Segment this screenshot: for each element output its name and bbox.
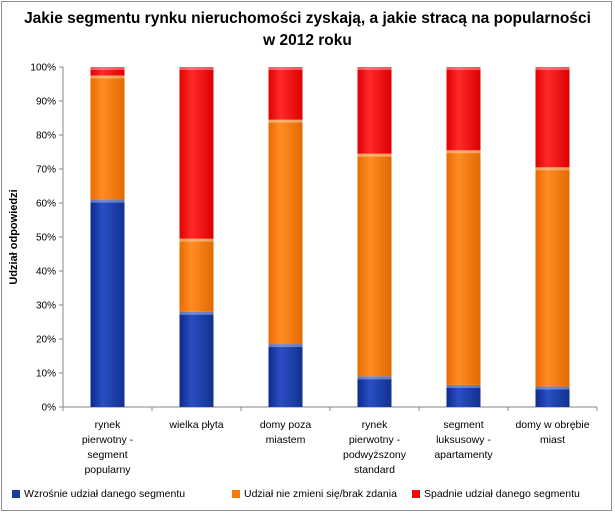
- bar-segment: [357, 376, 392, 407]
- y-tick-labels: 0% 10% 20% 30% 40% 50% 60% 70% 80% 90% 100%: [30, 63, 56, 414]
- bars: [90, 67, 570, 407]
- x-tick-labels: rynek pierwotny - segment popularny wielka p…: [82, 419, 590, 476]
- bar-segment-highlight: [179, 67, 214, 70]
- y-tick-label: 80%: [36, 131, 56, 142]
- x-tick-label: standard: [354, 464, 395, 476]
- bar-segment-highlight: [179, 238, 214, 242]
- bar-segment: [535, 167, 570, 387]
- x-tick-label: podwyższony: [343, 449, 407, 461]
- bar-segment-highlight: [535, 167, 570, 171]
- legend: Wzrośnie udział danego segmentu Udział ni…: [12, 488, 607, 504]
- x-tick-label: miast: [540, 434, 565, 446]
- y-tick-label: 0%: [42, 403, 57, 414]
- chart-title-line-2: w 2012 roku: [263, 32, 352, 49]
- bar-segment: [179, 238, 214, 312]
- x-tick-label: luksusowy -: [436, 434, 491, 446]
- legend-item: Spadnie udział danego segmentu: [412, 488, 580, 500]
- y-tick-label: 100%: [30, 63, 56, 74]
- chart-title: Jakie segmentu rynku nieruchomości zyska…: [0, 8, 615, 52]
- axes: [59, 66, 598, 411]
- x-tick-label: pierwotny -: [82, 434, 134, 446]
- legend-swatch: [412, 490, 420, 498]
- x-tick-label: domy poza: [260, 419, 312, 431]
- legend-swatch: [232, 490, 240, 498]
- y-tick-label: 90%: [36, 97, 56, 108]
- bar-segment: [357, 153, 392, 377]
- bar-segment: [268, 344, 303, 407]
- bar-segment: [179, 311, 214, 407]
- bar-segment: [446, 150, 481, 385]
- x-tick-label: segment: [443, 419, 483, 431]
- x-tick-label: rynek: [362, 419, 388, 431]
- y-tick-label: 10%: [36, 369, 56, 380]
- chart-title-line-1: Jakie segmentu rynku nieruchomości zyska…: [24, 10, 591, 27]
- bar-segment-highlight: [535, 386, 570, 390]
- y-tick-label: 30%: [36, 301, 56, 312]
- y-tick-label: 20%: [36, 335, 56, 346]
- bar-segment: [535, 67, 570, 168]
- x-tick-label: popularny: [84, 464, 131, 476]
- x-tick-label: domy w obrębie: [515, 419, 589, 431]
- y-tick-label: 70%: [36, 165, 56, 176]
- bar-segment: [90, 67, 125, 76]
- bar-segment-highlight: [179, 311, 214, 315]
- bar-segment-highlight: [90, 67, 125, 70]
- y-tick-label: 50%: [36, 233, 56, 244]
- x-tick-label: pierwotny -: [349, 434, 401, 446]
- bar-segment: [535, 386, 570, 407]
- bar-segment: [357, 67, 392, 154]
- bar-segment-highlight: [90, 75, 125, 79]
- bar-segment: [90, 75, 125, 200]
- bar-segment-highlight: [446, 384, 481, 388]
- bar-segment-highlight: [357, 67, 392, 70]
- bar-segment-highlight: [90, 199, 125, 203]
- bar-segment-highlight: [268, 119, 303, 123]
- bar-segment-highlight: [268, 67, 303, 70]
- bar-segment-highlight: [446, 150, 481, 154]
- bar-segment-highlight: [357, 376, 392, 380]
- bar-segment: [268, 67, 303, 120]
- x-tick-label: apartamenty: [434, 449, 493, 461]
- legend-label: Udział nie zmieni się/brak zdania: [244, 488, 397, 500]
- y-axis-label: Udział odpowiedzi: [8, 189, 20, 284]
- legend-label: Wzrośnie udział danego segmentu: [24, 488, 186, 500]
- legend-item: Udział nie zmieni się/brak zdania: [232, 488, 397, 500]
- y-tick-label: 40%: [36, 267, 56, 278]
- bar-segment: [446, 67, 481, 151]
- x-tick-label: miastem: [266, 434, 306, 446]
- bar-segment: [90, 199, 125, 407]
- y-tick-label: 60%: [36, 199, 56, 210]
- bar-segment: [179, 67, 214, 239]
- legend-item: Wzrośnie udział danego segmentu: [12, 488, 185, 500]
- x-tick-label: wielka płyta: [168, 419, 223, 431]
- bar-segment-highlight: [268, 344, 303, 348]
- bar-segment: [446, 384, 481, 407]
- legend-label: Spadnie udział danego segmentu: [424, 488, 580, 500]
- bar-segment: [268, 119, 303, 345]
- bar-segment-highlight: [446, 67, 481, 70]
- bar-segment-highlight: [535, 67, 570, 70]
- x-tick-label: rynek: [95, 419, 121, 431]
- x-tick-label: segment: [87, 449, 127, 461]
- legend-swatch: [12, 490, 20, 498]
- bar-segment-highlight: [357, 153, 392, 157]
